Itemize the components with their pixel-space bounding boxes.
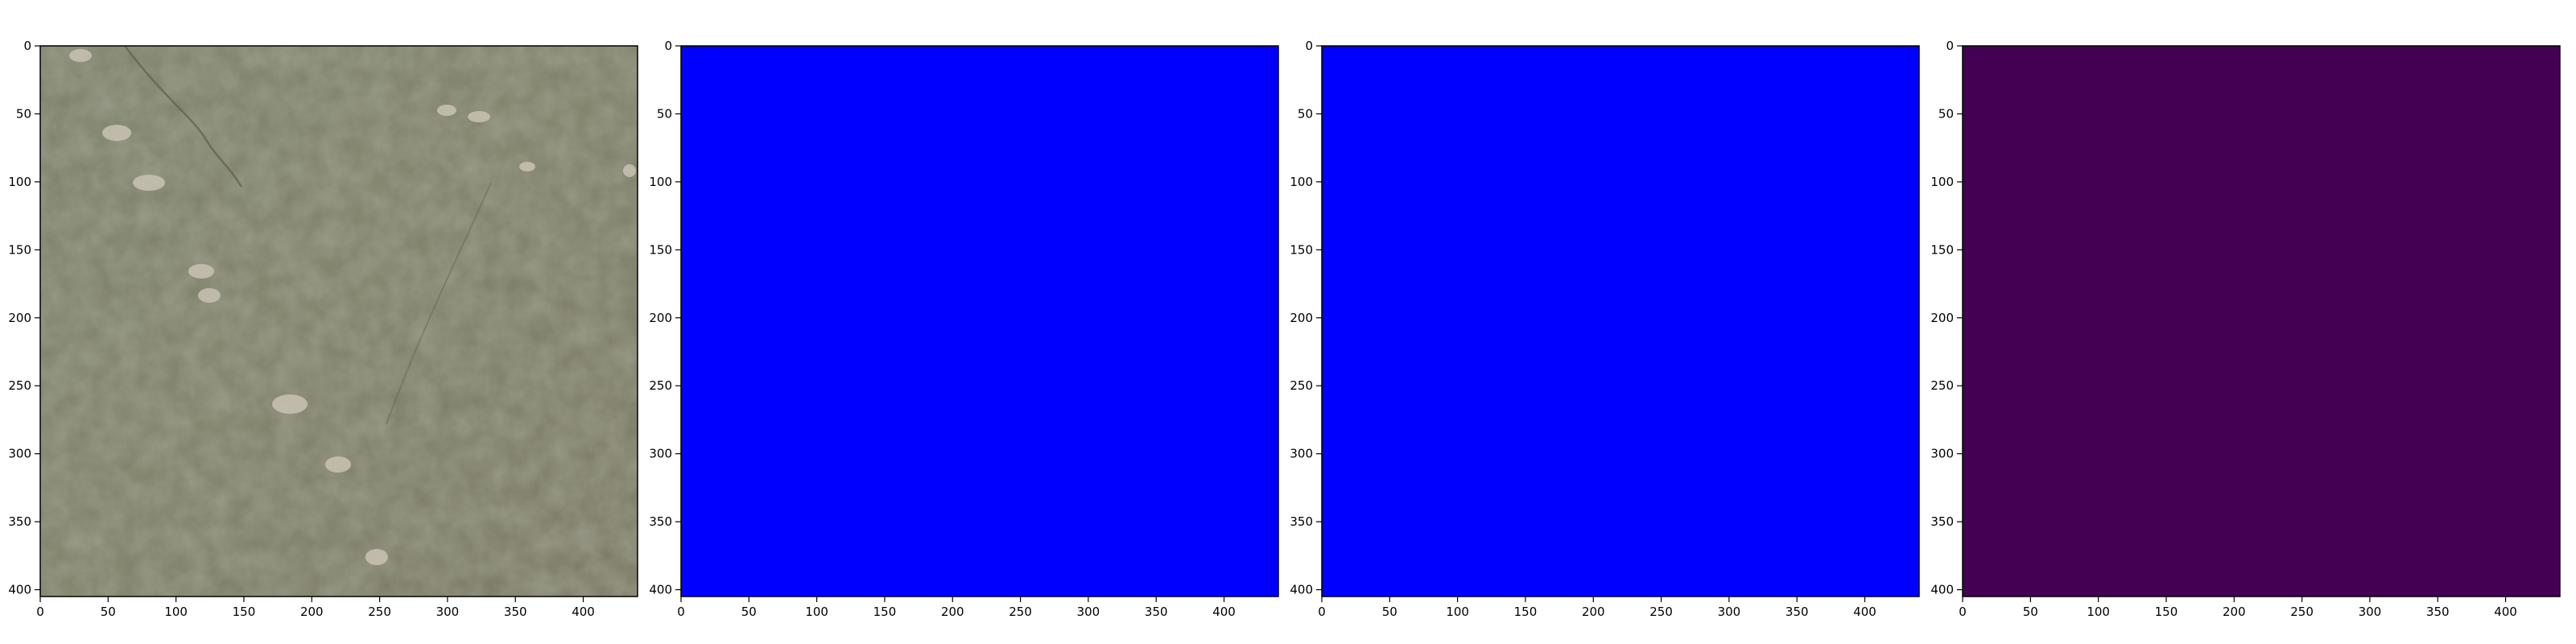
x-tick-label: 400 (1212, 605, 1236, 619)
x-tick-label: 100 (2087, 605, 2110, 619)
x-tick-label: 400 (2494, 605, 2517, 619)
y-tick-label: 200 (1290, 311, 1313, 325)
crack-line (124, 45, 243, 188)
x-tick-label: 200 (941, 605, 964, 619)
y-tick-label: 250 (649, 378, 672, 393)
rock-patch (102, 125, 131, 141)
x-tick-label: 300 (1718, 605, 1741, 619)
y-tick-label: 350 (8, 514, 31, 529)
rock-patch (437, 105, 456, 116)
x-tick-label: 350 (504, 605, 527, 619)
rock-patch (133, 175, 165, 191)
rock-patch (365, 549, 388, 565)
y-tick-label: 400 (649, 583, 672, 597)
x-tick-label: 200 (1582, 605, 1605, 619)
x-tick-label: 400 (1853, 605, 1876, 619)
x-tick-label: 150 (233, 605, 256, 619)
x-tick-label: 250 (2290, 605, 2314, 619)
x-tick-label: 0 (36, 605, 44, 619)
y-tick-label: 0 (664, 39, 672, 53)
y-tick-label: 50 (1938, 106, 1954, 121)
y-tick-label: 200 (649, 311, 672, 325)
y-tick-label: 0 (1946, 39, 1954, 53)
panel-mask-blue-1: 0 50 100 150 200 250 300 350 400 0 50 100 150 200 250 3… (649, 39, 1279, 619)
rock-patch (198, 288, 221, 303)
x-tick-label: 350 (2426, 605, 2450, 619)
x-tick-label: 150 (1514, 605, 1538, 619)
x-tick-label: 150 (2155, 605, 2178, 619)
x-tick-label: 50 (741, 605, 757, 619)
x-tick-label: 100 (164, 605, 188, 619)
x-tick-label: 250 (368, 605, 391, 619)
y-tick-label: 0 (23, 39, 31, 53)
y-tick-label: 50 (657, 106, 672, 121)
x-tick-label: 0 (677, 605, 685, 619)
mask-fill (1322, 46, 1919, 597)
y-tick-label: 350 (1930, 514, 1954, 529)
y-tick-label: 50 (1298, 106, 1313, 121)
x-tick-label: 400 (572, 605, 595, 619)
y-tick-label: 300 (8, 447, 31, 461)
y-tick-label: 400 (8, 583, 31, 597)
y-tick-label: 100 (8, 175, 31, 189)
x-tick-label: 150 (873, 605, 897, 619)
y-tick-label: 150 (1290, 242, 1313, 257)
x-tick-label: 100 (1446, 605, 1469, 619)
axes-frame (39, 45, 638, 597)
rock-patch (519, 162, 535, 171)
x-tick-label: 200 (300, 605, 324, 619)
rock-patch (468, 111, 490, 122)
y-tick-label: 200 (8, 311, 31, 325)
x-tick-label: 50 (1382, 605, 1397, 619)
y-tick-label: 100 (649, 175, 672, 189)
rock-patch (623, 164, 636, 177)
x-tick-label: 200 (2223, 605, 2246, 619)
y-tick-label: 300 (649, 447, 672, 461)
y-tick-label: 100 (1290, 175, 1313, 189)
mask-fill (1963, 46, 2560, 597)
y-tick-label: 50 (16, 106, 31, 121)
panel-mask-blue-2: 0 50 100 150 200 250 300 350 400 0 50 100 150 200 250 3… (1290, 39, 1920, 619)
mask-fill (681, 46, 1278, 597)
x-tick-label: 0 (1318, 605, 1326, 619)
rock-patch (325, 456, 351, 473)
x-tick-label: 100 (805, 605, 828, 619)
y-tick-label: 200 (1930, 311, 1954, 325)
y-tick-label: 350 (1290, 514, 1313, 529)
y-tick-label: 0 (1305, 39, 1313, 53)
y-tick-label: 250 (1290, 378, 1313, 393)
x-tick-label: 250 (1009, 605, 1032, 619)
y-tick-label: 350 (649, 514, 672, 529)
axes-frame (1962, 45, 2561, 597)
x-tick-label: 0 (1959, 605, 1967, 619)
x-tick-label: 350 (1145, 605, 1168, 619)
x-tick-label: 250 (1649, 605, 1673, 619)
axes-frame (680, 45, 1279, 597)
axes-frame (1321, 45, 1920, 597)
y-tick-label: 100 (1930, 175, 1954, 189)
panel-aerial-photo: 0 50 100 150 200 250 300 350 400 0 50 100 150 200 250 3… (8, 39, 638, 619)
x-tick-label: 350 (1785, 605, 1809, 619)
y-tick-label: 150 (1930, 242, 1954, 257)
panel-mask-purple: 0 50 100 150 200 250 300 350 400 0 50 100 150 200 250 3… (1930, 39, 2561, 619)
aerial-terrain-image (40, 45, 638, 597)
x-tick-label: 300 (436, 605, 460, 619)
y-tick-label: 150 (8, 242, 31, 257)
rock-patch (272, 394, 308, 414)
y-tick-label: 250 (1930, 378, 1954, 393)
x-tick-label: 300 (2359, 605, 2382, 619)
drainage-line (386, 182, 492, 425)
y-tick-label: 400 (1290, 583, 1313, 597)
rock-patch (188, 264, 214, 279)
rock-patch (69, 49, 92, 62)
x-tick-label: 300 (1077, 605, 1100, 619)
y-tick-label: 150 (649, 242, 672, 257)
x-tick-label: 50 (101, 605, 116, 619)
y-tick-label: 300 (1290, 447, 1313, 461)
x-tick-label: 50 (2023, 605, 2038, 619)
y-tick-label: 400 (1930, 583, 1954, 597)
y-tick-label: 250 (8, 378, 31, 393)
y-tick-label: 300 (1930, 447, 1954, 461)
